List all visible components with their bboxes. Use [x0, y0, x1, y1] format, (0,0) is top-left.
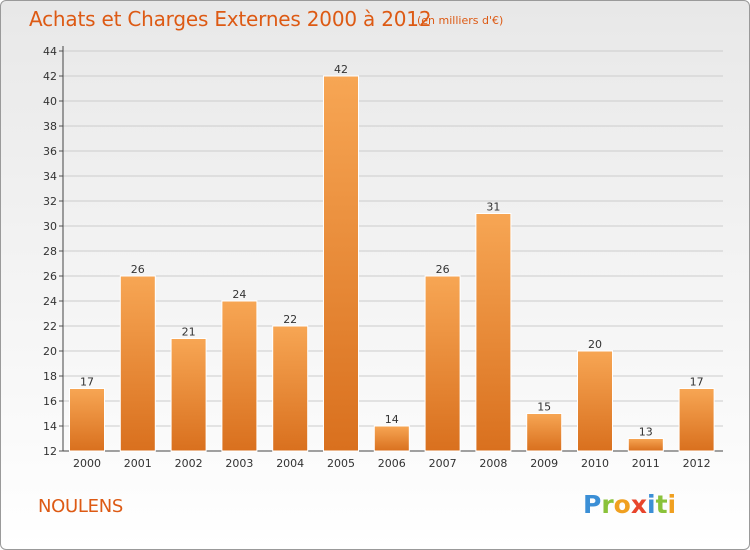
bar-2010: [577, 350, 613, 452]
data-label-2005: 42: [334, 63, 348, 76]
bar-2001: [119, 275, 156, 452]
x-tick-label-2003: 2003: [225, 457, 253, 470]
y-tick-label: 18: [43, 370, 57, 383]
y-tick-label: 32: [43, 195, 57, 208]
logo-letter: P: [583, 490, 602, 519]
bar-2000: [69, 388, 105, 452]
x-tick-label-2008: 2008: [479, 457, 507, 470]
logo-letter: r: [601, 490, 614, 519]
x-tick-label-2004: 2004: [276, 457, 304, 470]
bar-2005: [323, 75, 359, 452]
y-tick-label: 38: [43, 120, 57, 133]
bar-2012: [678, 388, 715, 452]
y-tick-label: 16: [43, 395, 57, 408]
y-tick-label: 28: [43, 245, 57, 258]
logo-letter: o: [613, 490, 631, 519]
y-tick-label: 14: [43, 420, 57, 433]
bar-2002: [170, 338, 207, 452]
bar-2009: [526, 413, 563, 452]
bar-2007: [424, 275, 461, 452]
data-label-2011: 13: [639, 426, 653, 439]
x-tick-label-2002: 2002: [175, 457, 203, 470]
grid-lines: [63, 50, 723, 427]
tick-labels: 12 14 16 18 20 22 24 26 28 30 32 34 36 38 40 42 44 2000 20…: [43, 45, 711, 470]
x-tick-label-2006: 2006: [378, 457, 406, 470]
y-tick-label: 42: [43, 70, 57, 83]
x-tick-label-2001: 2001: [124, 457, 152, 470]
y-tick-label: 44: [43, 45, 57, 58]
data-label-2008: 31: [486, 201, 500, 214]
data-labels: 17 26 21 24 22 42 14 26 31 15 20 13 17: [80, 63, 704, 439]
bar-2006: [373, 425, 410, 452]
data-label-2006: 14: [385, 413, 399, 426]
y-tick-label: 22: [43, 320, 57, 333]
x-tick-label-2012: 2012: [683, 457, 711, 470]
x-tick-label-2011: 2011: [632, 457, 660, 470]
logo-letter: i: [647, 490, 656, 519]
bar-2011: [627, 438, 664, 452]
commune-name: NOULENS: [38, 496, 123, 517]
y-tick-label: 36: [43, 145, 57, 158]
chart-unit: (en milliers d'€): [417, 14, 504, 27]
y-tick-label: 30: [43, 220, 57, 233]
x-tick-label-2010: 2010: [581, 457, 609, 470]
y-tick-label: 12: [43, 445, 57, 458]
data-label-2010: 20: [588, 338, 602, 351]
x-tick-label-2000: 2000: [73, 457, 101, 470]
x-tick-label-2005: 2005: [327, 457, 355, 470]
data-label-2004: 22: [283, 313, 297, 326]
data-label-2003: 24: [232, 288, 246, 301]
chart-title: Achats et Charges Externes 2000 à 2012: [29, 7, 432, 31]
x-tick-label-2007: 2007: [429, 457, 457, 470]
y-tick-label: 26: [43, 270, 57, 283]
axes: [59, 46, 723, 452]
data-label-2001: 26: [131, 263, 145, 276]
bar-2004: [272, 325, 309, 452]
y-tick-label: 20: [43, 345, 57, 358]
logo-letter: t: [655, 490, 668, 519]
data-label-2007: 26: [436, 263, 450, 276]
y-tick-label: 40: [43, 95, 57, 108]
proxiti-logo[interactable]: Proxiti: [583, 490, 676, 519]
data-label-2012: 17: [690, 376, 704, 389]
bar-2008: [475, 213, 512, 452]
bars: [69, 75, 715, 452]
y-tick-label: 34: [43, 170, 57, 183]
data-label-2002: 21: [182, 326, 196, 339]
data-label-2000: 17: [80, 376, 94, 389]
y-tick-label: 24: [43, 295, 57, 308]
bar-2003: [221, 300, 258, 452]
data-label-2009: 15: [537, 401, 551, 414]
logo-letter: i: [667, 490, 677, 519]
logo-letter: x: [630, 490, 647, 519]
x-tick-label-2009: 2009: [530, 457, 558, 470]
